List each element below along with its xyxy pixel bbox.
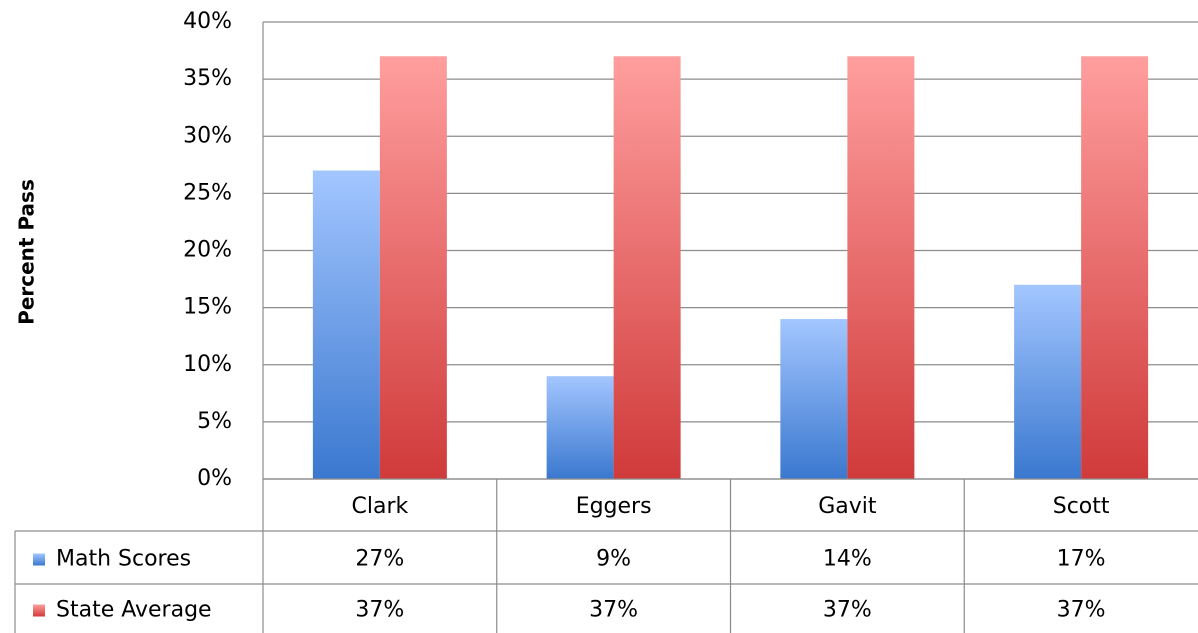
table-value: 37% — [1057, 598, 1106, 623]
table-value: 37% — [355, 598, 404, 623]
y-tick-label: 35% — [183, 66, 232, 91]
y-tick-label: 5% — [197, 409, 232, 434]
y-tick-label: 15% — [183, 295, 232, 320]
x-tick-label: Clark — [352, 494, 409, 519]
table-value: 9% — [596, 547, 631, 572]
bar — [546, 376, 614, 479]
table-value: 37% — [589, 598, 638, 623]
table-value: 17% — [1057, 547, 1106, 572]
legend-swatch — [33, 604, 45, 617]
bar — [613, 56, 681, 480]
legend-label: State Average — [56, 598, 212, 623]
y-tick-label: 30% — [183, 123, 232, 148]
bar — [847, 56, 915, 480]
y-tick-label: 25% — [183, 180, 232, 205]
x-tick-label: Gavit — [818, 494, 877, 519]
bar — [1081, 56, 1149, 480]
bar — [379, 56, 447, 480]
x-tick-label: Scott — [1053, 494, 1110, 519]
table-value: 27% — [355, 547, 404, 572]
y-axis-label: Percent Pass — [15, 179, 39, 325]
table-value: 37% — [823, 598, 872, 623]
y-tick-label: 10% — [183, 352, 232, 377]
y-tick-label: 0% — [197, 466, 232, 491]
legend-label: Math Scores — [56, 547, 191, 572]
table-value: 14% — [823, 547, 872, 572]
x-tick-label: Eggers — [576, 494, 652, 519]
y-tick-label: 40% — [183, 9, 232, 34]
bar — [1014, 284, 1082, 479]
y-tick-label: 20% — [183, 238, 232, 263]
bar — [780, 319, 848, 479]
legend-swatch — [33, 553, 45, 566]
bar — [312, 170, 380, 479]
